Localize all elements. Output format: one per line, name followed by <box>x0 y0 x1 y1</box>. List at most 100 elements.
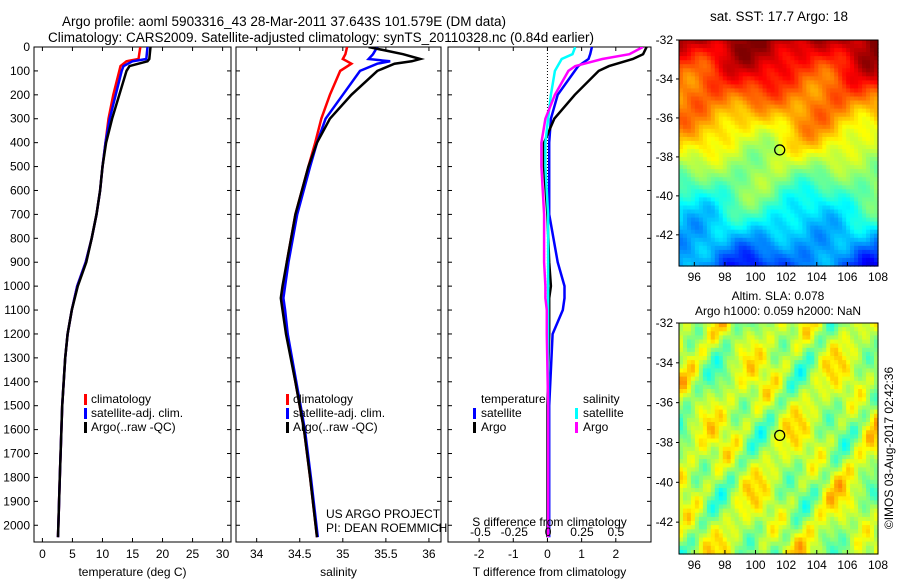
map-cell <box>759 401 764 406</box>
map-cell <box>727 222 732 227</box>
map-cell <box>747 109 752 114</box>
map-cell <box>818 206 823 211</box>
map-cell <box>771 133 776 138</box>
map-cell <box>755 546 760 551</box>
map-cell <box>838 250 843 255</box>
map-cell <box>779 105 784 110</box>
map-cell <box>747 40 752 45</box>
map-cell <box>739 157 744 162</box>
map-cell <box>814 88 819 93</box>
map-cell <box>687 153 692 158</box>
map-cell <box>794 246 799 251</box>
map-cell <box>814 246 819 251</box>
map-cell <box>719 109 724 114</box>
map-cell <box>838 226 843 231</box>
map-cell <box>763 125 768 130</box>
map-cell <box>838 68 843 73</box>
map-cell <box>787 348 792 353</box>
map-cell <box>846 254 851 259</box>
map-cell <box>767 226 772 231</box>
map-cell <box>787 40 792 45</box>
map-cell <box>794 509 799 514</box>
map-cell <box>747 173 752 178</box>
map-cell <box>826 60 831 65</box>
map-cell <box>870 56 875 61</box>
map-cell <box>870 222 875 227</box>
map-cell <box>731 496 736 501</box>
map-cell <box>822 101 827 106</box>
map-cell <box>771 40 776 45</box>
map-cell <box>759 323 764 328</box>
map-cell <box>759 137 764 142</box>
map-cell <box>783 459 788 464</box>
map-cell <box>743 323 748 328</box>
map-cell <box>759 434 764 439</box>
map-cell <box>719 525 724 530</box>
map-cell <box>723 93 728 98</box>
map-cell <box>691 161 696 166</box>
map-cell <box>751 525 756 530</box>
map-cell <box>806 181 811 186</box>
map-cell <box>747 335 752 340</box>
map-cell <box>755 472 760 477</box>
map-cell <box>783 52 788 57</box>
map-cell <box>735 401 740 406</box>
map-cell <box>854 250 859 255</box>
map-cell <box>699 153 704 158</box>
map-cell <box>711 56 716 61</box>
map-cell <box>834 197 839 202</box>
map-cell <box>779 484 784 489</box>
map-cell <box>679 459 684 464</box>
map-cell <box>687 185 692 190</box>
map-cell <box>771 360 776 365</box>
map-cell <box>679 173 684 178</box>
map-cell <box>790 113 795 118</box>
map-cell <box>703 117 708 122</box>
map-cell <box>802 373 807 378</box>
y-tick-label: 100 <box>10 64 30 78</box>
map-cell <box>842 52 847 57</box>
map-cell <box>806 125 811 130</box>
x-tick-label: 106 <box>837 270 857 284</box>
map-cell <box>794 521 799 526</box>
map-cell <box>771 218 776 223</box>
map-cell <box>822 254 827 259</box>
map-cell <box>787 451 792 456</box>
map-cell <box>719 340 724 345</box>
map-cell <box>747 509 752 514</box>
map-cell <box>707 101 712 106</box>
map-cell <box>858 201 863 206</box>
map-cell <box>683 214 688 219</box>
map-cell <box>739 439 744 444</box>
map-cell <box>715 459 720 464</box>
map-cell <box>826 68 831 73</box>
map-cell <box>802 381 807 386</box>
map-cell <box>802 177 807 182</box>
map-cell <box>699 129 704 134</box>
map-cell <box>759 246 764 251</box>
map-cell <box>842 201 847 206</box>
map-cell <box>790 434 795 439</box>
map-cell <box>703 373 708 378</box>
map-cell <box>794 157 799 162</box>
map-cell <box>731 323 736 328</box>
map-cell <box>854 40 859 45</box>
map-cell <box>731 210 736 215</box>
map-cell <box>735 521 740 526</box>
map-cell <box>751 414 756 419</box>
map-cell <box>747 185 752 190</box>
map-cell <box>790 344 795 349</box>
map-cell <box>723 222 728 227</box>
map-cell <box>858 230 863 235</box>
map-cell <box>727 447 732 452</box>
map-cell <box>751 181 756 186</box>
map-cell <box>783 105 788 110</box>
map-cell <box>707 517 712 522</box>
map-cell <box>866 76 871 81</box>
map-cell <box>798 197 803 202</box>
map-cell <box>779 64 784 69</box>
y-tick-label: 1500 <box>3 399 30 413</box>
map-cell <box>759 364 764 369</box>
map-cell <box>870 44 875 49</box>
